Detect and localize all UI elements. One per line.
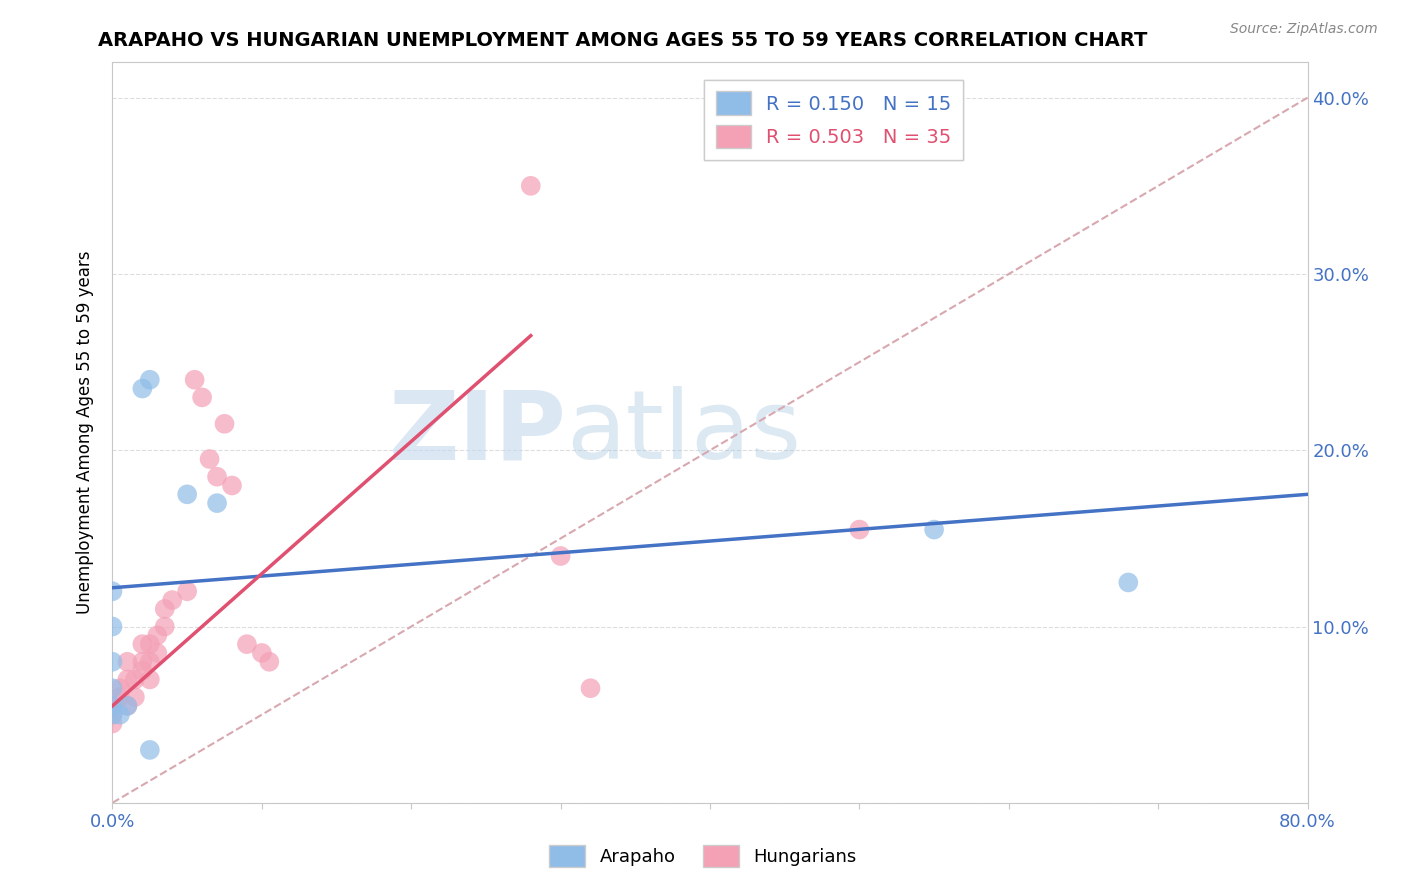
Point bbox=[117, 698, 139, 713]
Point bbox=[101, 707, 124, 722]
Point bbox=[550, 549, 572, 563]
Point bbox=[183, 373, 205, 387]
Point bbox=[205, 469, 228, 483]
Point bbox=[191, 390, 214, 404]
Point bbox=[153, 602, 176, 616]
Point bbox=[101, 707, 124, 722]
Point bbox=[101, 716, 124, 731]
Point bbox=[124, 673, 146, 687]
Text: atlas: atlas bbox=[567, 386, 801, 479]
Point bbox=[520, 178, 543, 193]
Point bbox=[108, 681, 131, 696]
Point bbox=[221, 478, 243, 492]
Point bbox=[101, 681, 124, 696]
Text: ZIP: ZIP bbox=[388, 386, 567, 479]
Point bbox=[131, 382, 153, 396]
Point bbox=[579, 681, 602, 696]
Point bbox=[176, 487, 198, 501]
Point bbox=[131, 655, 153, 669]
Point bbox=[101, 619, 124, 633]
Point bbox=[117, 698, 139, 713]
Point bbox=[101, 584, 124, 599]
Point bbox=[101, 698, 124, 713]
Point bbox=[162, 593, 183, 607]
Point bbox=[101, 655, 124, 669]
Point bbox=[250, 646, 273, 660]
Point bbox=[259, 655, 281, 669]
Text: Source: ZipAtlas.com: Source: ZipAtlas.com bbox=[1230, 22, 1378, 37]
Point bbox=[139, 637, 162, 651]
Point bbox=[205, 496, 228, 510]
Point bbox=[198, 452, 221, 467]
Point bbox=[146, 646, 169, 660]
Point bbox=[101, 698, 124, 713]
Point bbox=[124, 690, 146, 704]
Point bbox=[131, 664, 153, 678]
Point bbox=[146, 628, 169, 642]
Point bbox=[117, 655, 139, 669]
Point bbox=[139, 673, 162, 687]
Point bbox=[139, 373, 162, 387]
Point bbox=[922, 523, 945, 537]
Point bbox=[108, 690, 131, 704]
Point bbox=[236, 637, 259, 651]
Point bbox=[131, 637, 153, 651]
Point bbox=[153, 619, 176, 633]
Legend: Arapaho, Hungarians: Arapaho, Hungarians bbox=[543, 838, 863, 874]
Point bbox=[214, 417, 236, 431]
Text: ARAPAHO VS HUNGARIAN UNEMPLOYMENT AMONG AGES 55 TO 59 YEARS CORRELATION CHART: ARAPAHO VS HUNGARIAN UNEMPLOYMENT AMONG … bbox=[98, 31, 1147, 50]
Point bbox=[139, 743, 162, 757]
Y-axis label: Unemployment Among Ages 55 to 59 years: Unemployment Among Ages 55 to 59 years bbox=[76, 251, 94, 615]
Point bbox=[139, 655, 162, 669]
Point bbox=[1118, 575, 1140, 590]
Point bbox=[848, 523, 870, 537]
Point bbox=[176, 584, 198, 599]
Point bbox=[117, 673, 139, 687]
Point bbox=[108, 707, 131, 722]
Legend: R = 0.150   N = 15, R = 0.503   N = 35: R = 0.150 N = 15, R = 0.503 N = 35 bbox=[704, 79, 963, 160]
